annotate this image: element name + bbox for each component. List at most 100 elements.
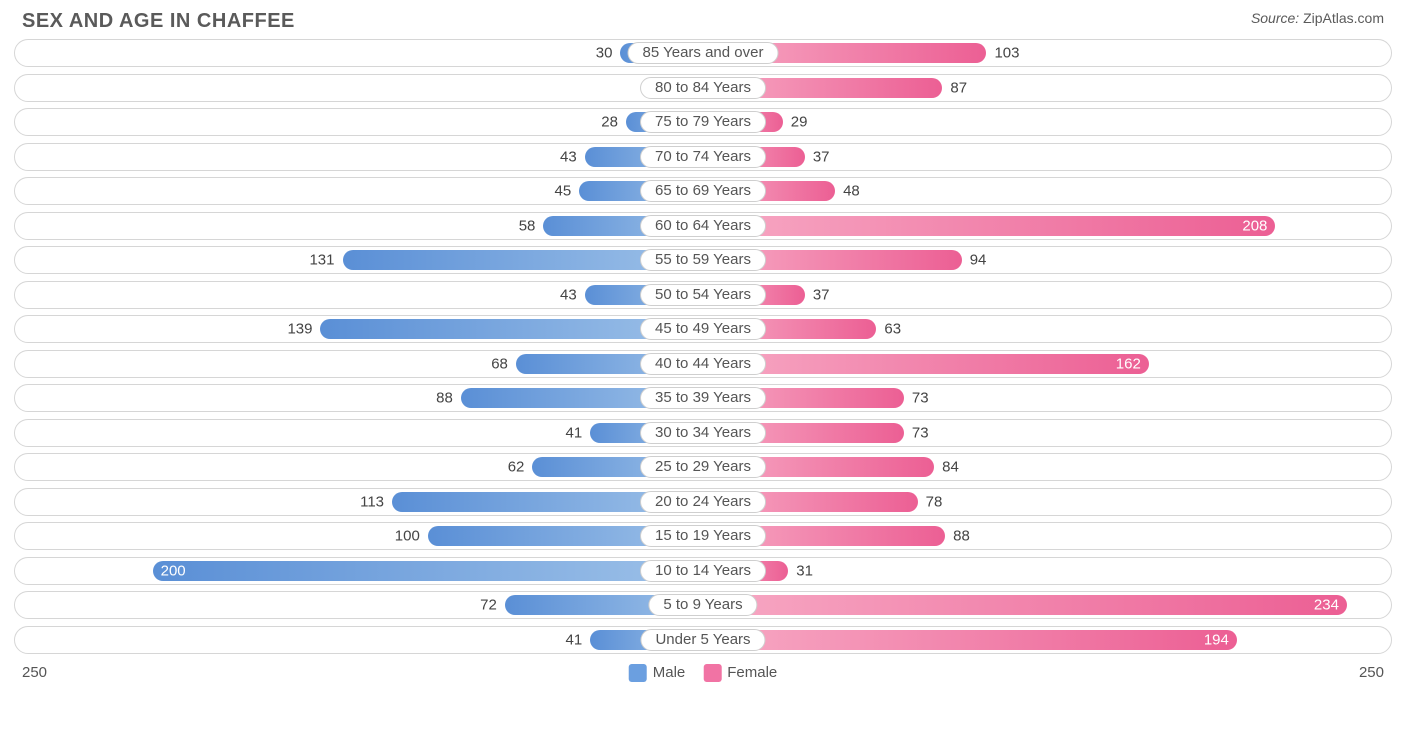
male-half: 28: [15, 109, 703, 135]
category-pill: 15 to 19 Years: [640, 525, 766, 547]
male-value-label: 58: [519, 217, 536, 234]
male-value-label: 30: [596, 45, 613, 62]
female-half: 73: [703, 385, 1391, 411]
female-value-label: 29: [791, 114, 808, 131]
axis-max-right: 250: [1359, 664, 1384, 681]
male-value-label: 62: [508, 459, 525, 476]
pyramid-row: 41 194 Under 5 Years: [14, 626, 1392, 654]
male-half: 41: [15, 627, 703, 653]
category-pill: 35 to 39 Years: [640, 387, 766, 409]
pyramid-row: 1319455 to 59 Years: [14, 246, 1392, 274]
pyramid-row: 88 73 35 to 39 Years: [14, 384, 1392, 412]
female-half: 84: [703, 454, 1391, 480]
female-half: 87: [703, 75, 1391, 101]
female-value-label: 63: [884, 321, 901, 338]
female-half: 73: [703, 420, 1391, 446]
male-half: 43: [15, 282, 703, 308]
female-value-label: 84: [942, 459, 959, 476]
pyramid-row: 2003110 to 14 Years: [14, 557, 1392, 585]
pyramid-row: 433750 to 54 Years: [14, 281, 1392, 309]
male-half: 41: [15, 420, 703, 446]
chart-footer: 250 Male Female 250: [0, 660, 1406, 681]
female-half: 37: [703, 282, 1391, 308]
male-half: 200: [15, 558, 703, 584]
female-half: 234: [703, 592, 1391, 618]
male-half: 30: [15, 40, 703, 66]
female-value-label: 48: [843, 183, 860, 200]
male-half: 68: [15, 351, 703, 377]
axis-max-left: 250: [22, 664, 47, 681]
pyramid-row: 28 29 75 to 79 Years: [14, 108, 1392, 136]
female-value-label: 87: [950, 79, 967, 96]
female-value-label: 103: [994, 45, 1019, 62]
male-half: 43: [15, 144, 703, 170]
female-value-label: 208: [1242, 217, 1267, 234]
chart-header: SEX AND AGE IN CHAFFEE Source: ZipAtlas.…: [0, 0, 1406, 39]
male-half: 88: [15, 385, 703, 411]
pyramid-row: 41 73 30 to 34 Years: [14, 419, 1392, 447]
male-bar: 200: [153, 561, 703, 581]
female-half: 162: [703, 351, 1391, 377]
category-pill: 80 to 84 Years: [640, 77, 766, 99]
male-value-label: 28: [601, 114, 618, 131]
category-pill: 85 Years and over: [628, 42, 779, 64]
category-pill: 45 to 49 Years: [640, 318, 766, 340]
male-value-label: 88: [436, 390, 453, 407]
pyramid-row: 30 103 85 Years and over: [14, 39, 1392, 67]
female-value-label: 37: [813, 148, 830, 165]
male-half: 12: [15, 75, 703, 101]
pyramid-row: 62 84 25 to 29 Years: [14, 453, 1392, 481]
category-pill: 20 to 24 Years: [640, 491, 766, 513]
chart-title: SEX AND AGE IN CHAFFEE: [22, 10, 295, 33]
female-half: 31: [703, 558, 1391, 584]
legend: Male Female: [629, 664, 778, 682]
female-bar: 234: [703, 595, 1347, 615]
legend-swatch-female: [703, 664, 721, 682]
male-value-label: 100: [395, 528, 420, 545]
female-half: 63: [703, 316, 1391, 342]
male-value-label: 72: [480, 597, 497, 614]
category-pill: Under 5 Years: [640, 629, 765, 651]
male-half: 131: [15, 247, 703, 273]
pyramid-row: 58 208 60 to 64 Years: [14, 212, 1392, 240]
category-pill: 25 to 29 Years: [640, 456, 766, 478]
female-half: 29: [703, 109, 1391, 135]
female-half: 48: [703, 178, 1391, 204]
legend-swatch-male: [629, 664, 647, 682]
male-value-label: 113: [360, 493, 384, 510]
female-half: 103: [703, 40, 1391, 66]
pyramid-row: 113 78 20 to 24 Years: [14, 488, 1392, 516]
category-pill: 5 to 9 Years: [648, 594, 757, 616]
female-value-label: 31: [796, 562, 813, 579]
male-half: 72: [15, 592, 703, 618]
source-label: Source:: [1251, 10, 1299, 26]
female-half: 37: [703, 144, 1391, 170]
male-half: 58: [15, 213, 703, 239]
pyramid-row: 1396345 to 49 Years: [14, 315, 1392, 343]
pyramid-row: 43 37 70 to 74 Years: [14, 143, 1392, 171]
female-value-label: 88: [953, 528, 970, 545]
legend-item-female: Female: [703, 664, 777, 682]
chart-source: Source: ZipAtlas.com: [1251, 10, 1384, 26]
female-value-label: 78: [926, 493, 943, 510]
female-value-label: 73: [912, 390, 929, 407]
female-value-label: 234: [1314, 597, 1339, 614]
female-half: 194: [703, 627, 1391, 653]
male-value-label: 41: [565, 631, 582, 648]
category-pill: 30 to 34 Years: [640, 422, 766, 444]
female-value-label: 73: [912, 424, 929, 441]
male-value-label: 200: [161, 562, 186, 579]
category-pill: 60 to 64 Years: [640, 215, 766, 237]
male-value-label: 41: [565, 424, 582, 441]
female-bar: 194: [703, 630, 1237, 650]
category-pill: 70 to 74 Years: [640, 146, 766, 168]
female-half: 208: [703, 213, 1391, 239]
category-pill: 50 to 54 Years: [640, 284, 766, 306]
male-half: 45: [15, 178, 703, 204]
category-pill: 75 to 79 Years: [640, 111, 766, 133]
male-half: 113: [15, 489, 703, 515]
female-value-label: 194: [1204, 631, 1229, 648]
category-pill: 55 to 59 Years: [640, 249, 766, 271]
male-value-label: 131: [309, 252, 334, 269]
female-bar: 208: [703, 216, 1275, 236]
